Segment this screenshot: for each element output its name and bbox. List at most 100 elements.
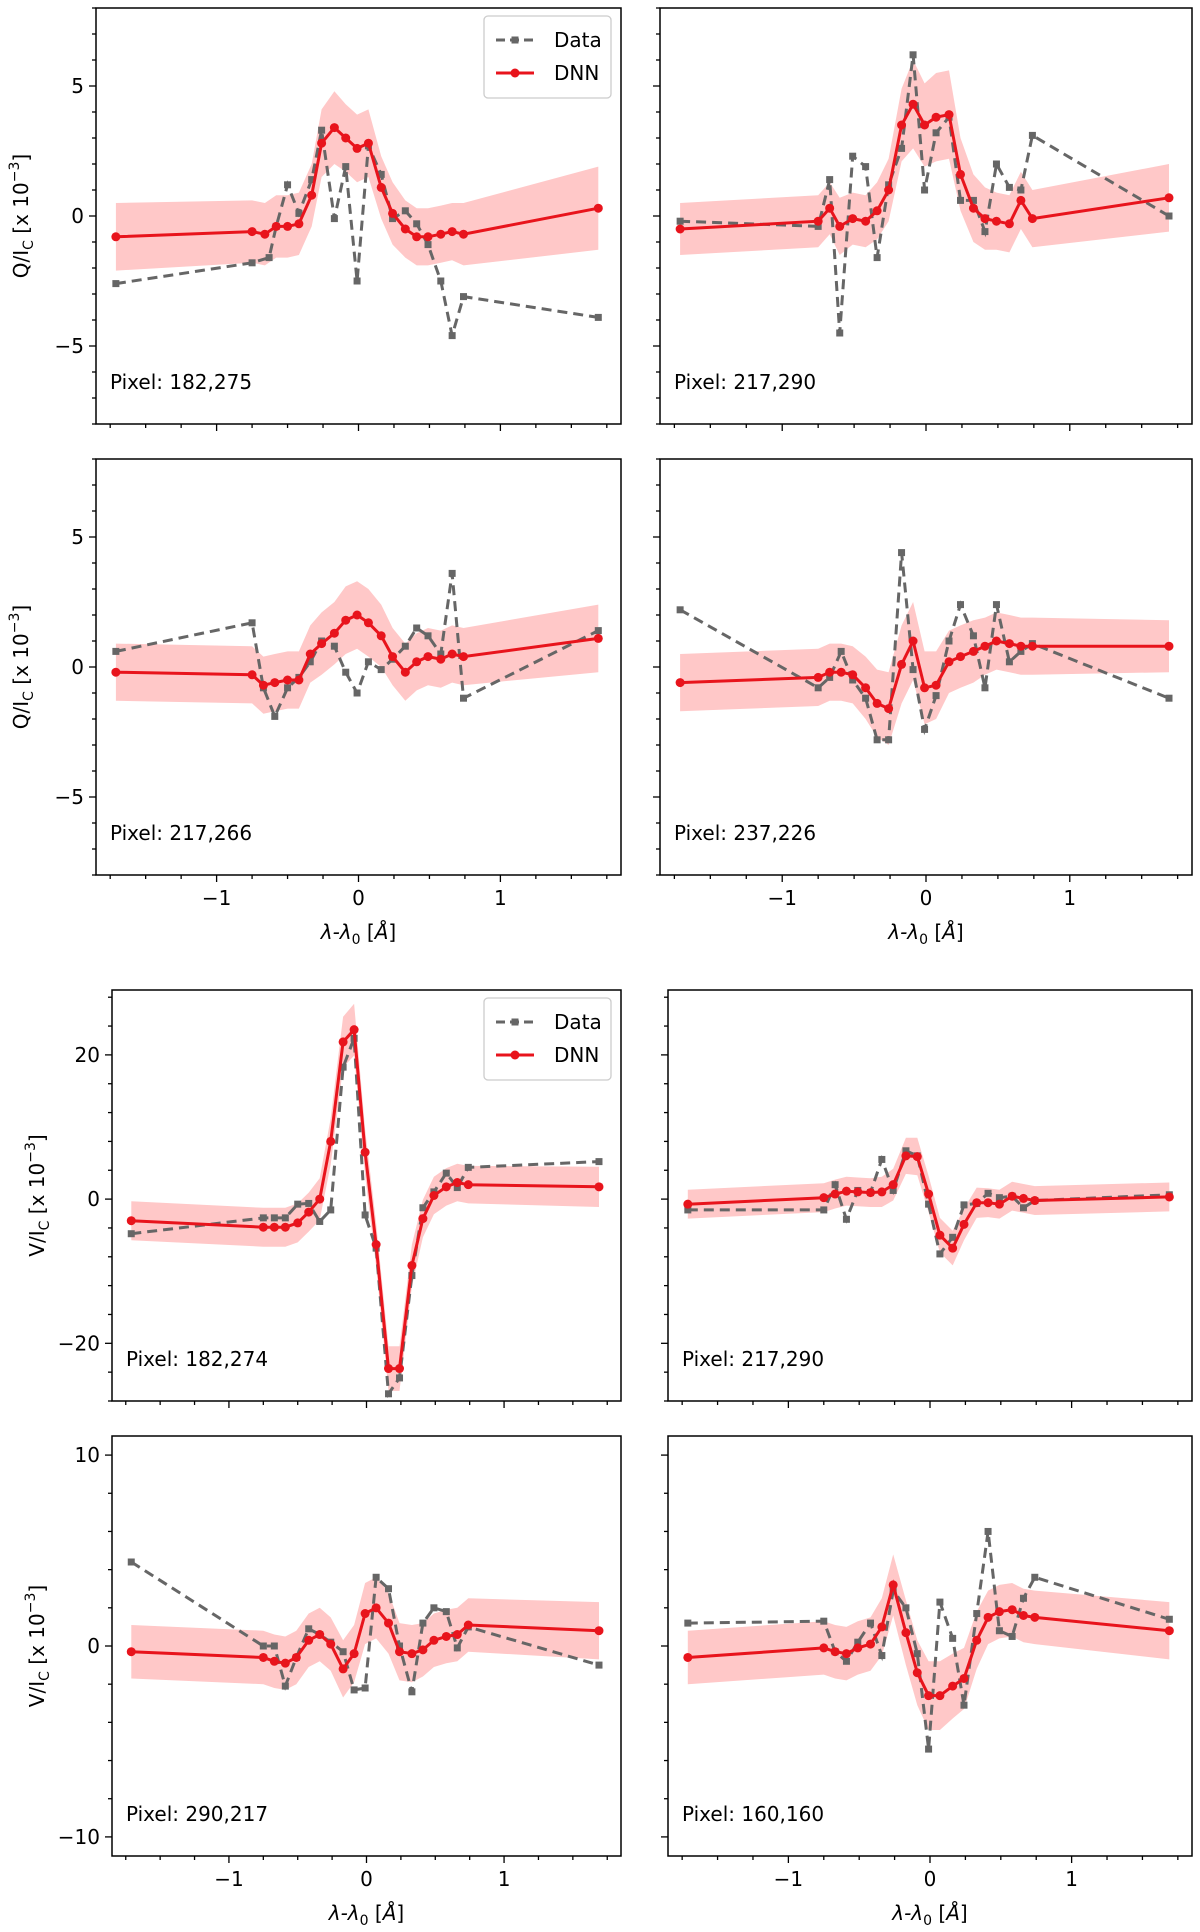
data-point xyxy=(330,215,338,223)
data-point xyxy=(992,160,1000,168)
data-point xyxy=(353,689,361,697)
data-point xyxy=(413,624,421,632)
dnn-point xyxy=(452,1630,462,1640)
data-point xyxy=(984,1189,992,1197)
pixel-annotation: Pixel: 217,290 xyxy=(682,1347,824,1371)
dnn-point xyxy=(418,1214,428,1224)
dnn-point xyxy=(1007,1191,1017,1201)
data-series-line xyxy=(130,1560,600,1693)
data-point xyxy=(281,1682,289,1690)
dnn-point xyxy=(959,1673,969,1683)
data-point xyxy=(448,569,456,577)
x-axis-label-part: ] xyxy=(960,1901,968,1925)
x-axis-label-part: λ-λ xyxy=(891,1901,923,1925)
x-tick-label: −1 xyxy=(774,1867,803,1891)
dnn-point xyxy=(283,675,293,685)
legend-data-label: Data xyxy=(554,1010,602,1034)
chart-panel-q-217-290: Pixel: 217,290 xyxy=(653,7,1193,431)
dnn-point xyxy=(305,649,315,659)
x-axis-label: λ-λ0 [Å] xyxy=(320,920,396,948)
dnn-point xyxy=(830,1647,840,1657)
dnn-uncertainty-band xyxy=(115,581,599,714)
pixel-annotation: Pixel: 160,160 xyxy=(682,1802,824,1826)
data-point xyxy=(936,1250,944,1258)
y-axis-label-part: C xyxy=(37,1220,53,1230)
data-point xyxy=(849,676,857,684)
dnn-point xyxy=(836,667,846,677)
dnn-point xyxy=(126,1647,136,1657)
dnn-point xyxy=(423,232,433,242)
dnn-point xyxy=(813,216,823,226)
dnn-point xyxy=(872,698,882,708)
data-point xyxy=(1031,1573,1039,1581)
dnn-point xyxy=(991,216,1001,226)
legend-dnn-marker xyxy=(510,1050,520,1060)
data-point xyxy=(1005,658,1013,666)
dnn-point xyxy=(258,1652,268,1662)
chart-panel-q-182-275: −5 0 5 Q/IC [x 10−3] Pixel: 182,275 Data DNN xyxy=(7,7,622,431)
data-point xyxy=(327,1206,335,1214)
dnn-point xyxy=(935,1230,945,1240)
data-series-line xyxy=(131,1037,600,1399)
data-point xyxy=(408,1688,416,1696)
legend-data-marker xyxy=(511,1018,519,1026)
x-axis-label-part: ] xyxy=(956,920,964,944)
legend-data-label: Data xyxy=(554,28,602,52)
data-point xyxy=(995,1627,1003,1635)
dnn-point xyxy=(258,680,268,690)
dnn-point xyxy=(861,683,871,693)
y-tick-label: 0 xyxy=(71,655,84,679)
y-axis-label-part: −3 xyxy=(7,613,23,634)
dnn-point xyxy=(326,1136,336,1146)
plot-area xyxy=(111,569,603,721)
dnn-point xyxy=(317,138,327,148)
data-point xyxy=(306,658,314,666)
plot-area xyxy=(126,1558,604,1698)
dnn-point xyxy=(384,1364,394,1374)
dnn-point xyxy=(429,1635,439,1645)
data-point xyxy=(377,170,385,178)
dnn-uncertainty-band xyxy=(680,602,1169,745)
data-point xyxy=(909,666,917,674)
data-point xyxy=(1017,186,1025,194)
pixel-annotation: Pixel: 290,217 xyxy=(126,1802,268,1826)
dnn-point xyxy=(972,1635,982,1645)
x-tick-label: 1 xyxy=(498,1867,511,1891)
data-point xyxy=(361,1684,369,1692)
dnn-point xyxy=(594,1182,604,1192)
data-point xyxy=(401,207,409,215)
y-axis-label: Q/IC [x 10−3] xyxy=(7,605,37,729)
data-point xyxy=(430,1604,438,1612)
dnn-point xyxy=(853,1643,863,1653)
y-axis-label-part: [x 10 xyxy=(25,1613,49,1671)
data-point xyxy=(676,217,684,225)
dnn-point xyxy=(968,203,978,213)
dnn-point xyxy=(853,1187,863,1197)
legend-dnn-marker xyxy=(510,68,520,78)
data-point xyxy=(460,293,467,301)
dnn-point xyxy=(897,659,907,669)
chart-panel-q-237-226: −1 0 1 λ-λ0 [Å] Pixel: 237,226 xyxy=(653,458,1193,948)
dnn-point xyxy=(1164,193,1174,203)
dnn-point xyxy=(293,1218,303,1228)
data-point xyxy=(1005,183,1013,191)
dnn-uncertainty-band xyxy=(131,1577,600,1698)
dnn-point xyxy=(111,232,121,242)
dnn-uncertainty-band xyxy=(131,1003,600,1391)
y-tick-label: −20 xyxy=(58,1331,100,1355)
data-point xyxy=(981,228,989,236)
data-point xyxy=(957,601,965,609)
x-axis-label-part: 0 xyxy=(923,1913,932,1929)
dnn-point xyxy=(280,1658,290,1668)
dnn-point xyxy=(835,221,845,231)
plot-area xyxy=(111,91,603,340)
data-point xyxy=(969,196,977,204)
data-point xyxy=(1165,212,1173,220)
data-point xyxy=(350,1686,358,1694)
data-point xyxy=(271,712,279,720)
y-axis-label-part: ] xyxy=(25,1134,49,1142)
dnn-point xyxy=(1164,1192,1174,1202)
